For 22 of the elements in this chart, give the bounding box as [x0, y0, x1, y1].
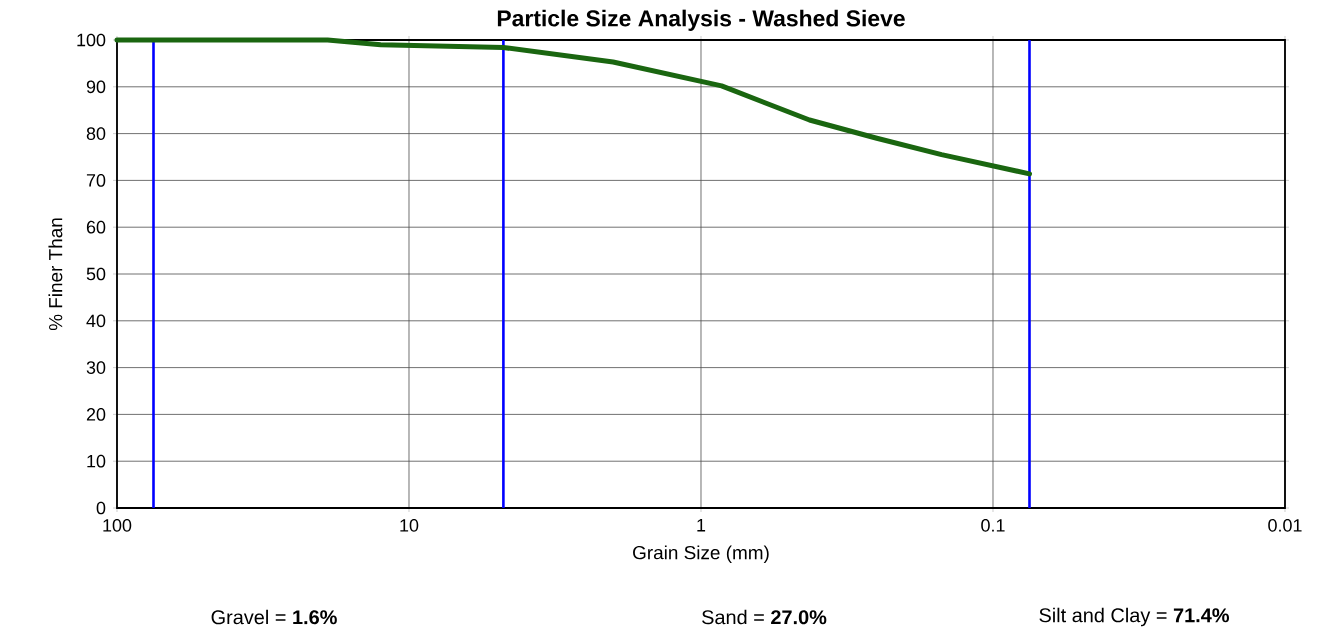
chart-title: Particle Size Analysis - Washed Sieve	[497, 9, 905, 31]
y-tick-label: 90	[86, 80, 106, 94]
x-tick-label: 1	[697, 519, 706, 532]
x-tick-label: 10	[400, 519, 419, 532]
x-tick-label: 0.01	[1268, 519, 1302, 532]
text: Gravel = 1.6%	[211, 609, 337, 625]
x-tick-label: 0.1	[981, 519, 1005, 532]
y-axis-title: % Finer Than	[48, 218, 63, 331]
text: Sand = 27.0%	[702, 609, 827, 625]
y-tick-label: 80	[86, 127, 106, 140]
y-tick-label: 30	[86, 361, 106, 374]
y-tick-label: 50	[86, 267, 106, 281]
x-tick-label: 100	[103, 519, 132, 532]
y-tick-label: 0	[96, 501, 106, 515]
y-tick-label: 70	[86, 174, 106, 187]
y-tick-label: 100	[77, 33, 106, 47]
y-tick-label: 20	[86, 408, 106, 421]
y-tick-label: 60	[86, 220, 106, 234]
y-tick-label: 10	[87, 454, 106, 468]
text: Silt and Clay = 71.4%	[1039, 607, 1230, 627]
x-axis-title: Grain Size (mm)	[633, 545, 769, 564]
y-tick-label: 40	[86, 314, 106, 328]
